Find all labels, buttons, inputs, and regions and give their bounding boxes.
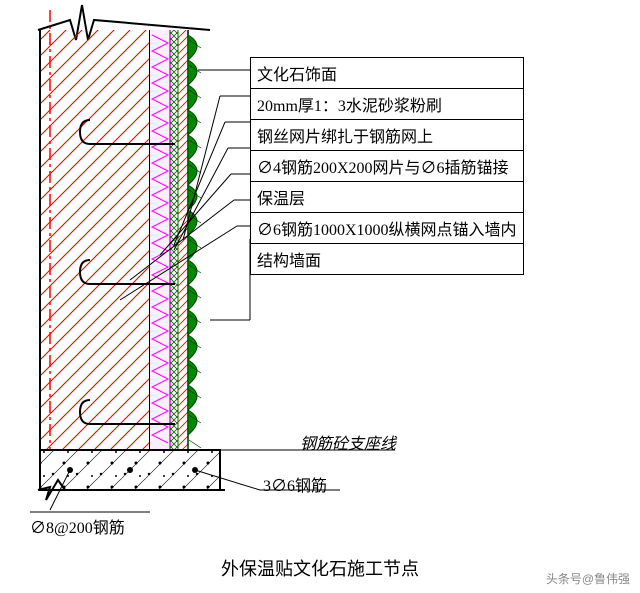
layer-label-table: 文化石饰面 20mm厚1：3水泥砂浆粉刷 钢丝网片绑扎于钢筋网上 ∅4钢筋200… [250, 57, 524, 275]
layer-label: 20mm厚1：3水泥砂浆粉刷 [251, 89, 524, 120]
callout-rebar-3d6: 3∅6钢筋 [263, 472, 327, 496]
callout-support-line: 钢筋砼支座线 [300, 430, 396, 454]
layer-label: ∅4钢筋200X200网片与∅6插筋锚接 [251, 151, 524, 182]
layer-label: 保温层 [251, 182, 524, 213]
callout-rebar-8-200: ∅8@200钢筋 [30, 514, 125, 538]
credit-text: 头条号@鲁伟强 [546, 570, 630, 587]
layer-label: 文化石饰面 [251, 58, 524, 89]
layer-label: ∅6钢筋1000X1000纵横网点锚入墙内 [251, 213, 524, 244]
layer-label: 结构墙面 [251, 244, 524, 275]
diagram-title: 外保温贴文化石施工节点 [0, 555, 640, 581]
layer-label: 钢丝网片绑扎于钢筋网上 [251, 120, 524, 151]
